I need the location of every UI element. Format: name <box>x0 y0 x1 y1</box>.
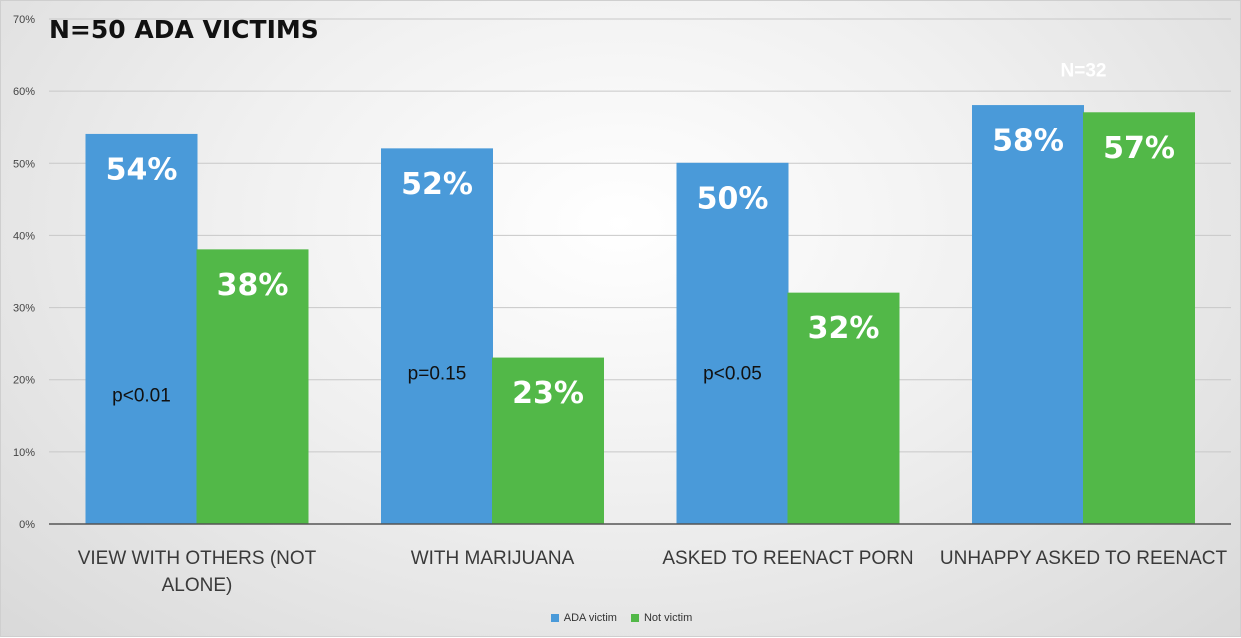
p-value-annotation: p<0.01 <box>112 385 171 406</box>
bar <box>85 133 198 525</box>
p-value-annotation: p<0.05 <box>703 364 762 385</box>
y-tick-label: 50% <box>13 158 35 170</box>
x-tick-label: WITH MARIJUANA <box>411 548 575 569</box>
x-tick-label: ASKED TO REENACT PORN <box>662 548 913 569</box>
y-tick-label: 0% <box>19 519 35 531</box>
y-tick-label: 30% <box>13 303 35 315</box>
bar <box>381 148 493 525</box>
data-label: 58% <box>992 124 1064 159</box>
y-tick-label: 20% <box>13 375 35 387</box>
bar <box>972 105 1084 525</box>
bar <box>787 292 900 525</box>
sample-size-annotation: N=32 <box>1061 61 1107 82</box>
data-label: 50% <box>697 181 769 216</box>
x-tick-label: ALONE) <box>162 575 233 596</box>
y-tick-label: 40% <box>13 230 35 242</box>
y-tick-label: 60% <box>13 86 35 98</box>
legend-swatch-ada-victim <box>550 614 559 622</box>
data-label: 32% <box>808 311 880 346</box>
legend-item-ada-victim: ADA victim <box>550 612 617 624</box>
data-label: 57% <box>1103 131 1175 166</box>
data-label: 38% <box>217 268 289 303</box>
y-tick-label: 10% <box>13 447 35 459</box>
x-tick-label: VIEW WITH OTHERS (NOT <box>78 548 317 569</box>
legend-swatch-not-victim <box>630 614 639 622</box>
bar <box>676 162 789 525</box>
data-label: 23% <box>512 376 584 411</box>
x-tick-label: UNHAPPY ASKED TO REENACT <box>940 548 1228 569</box>
bar <box>1083 112 1195 525</box>
p-value-annotation: p=0.15 <box>408 364 467 385</box>
data-label: 52% <box>401 167 473 202</box>
legend-label-ada-victim: ADA victim <box>563 612 617 624</box>
legend-item-not-victim: Not victim <box>630 612 693 624</box>
y-tick-label: 70% <box>13 14 35 26</box>
legend-label-not-victim: Not victim <box>643 612 693 624</box>
legend: ADA victim Not victim <box>1 612 1241 624</box>
bar <box>492 357 604 525</box>
data-label: 54% <box>106 152 178 187</box>
chart-title: N=50 ADA VICTIMS <box>49 15 319 44</box>
